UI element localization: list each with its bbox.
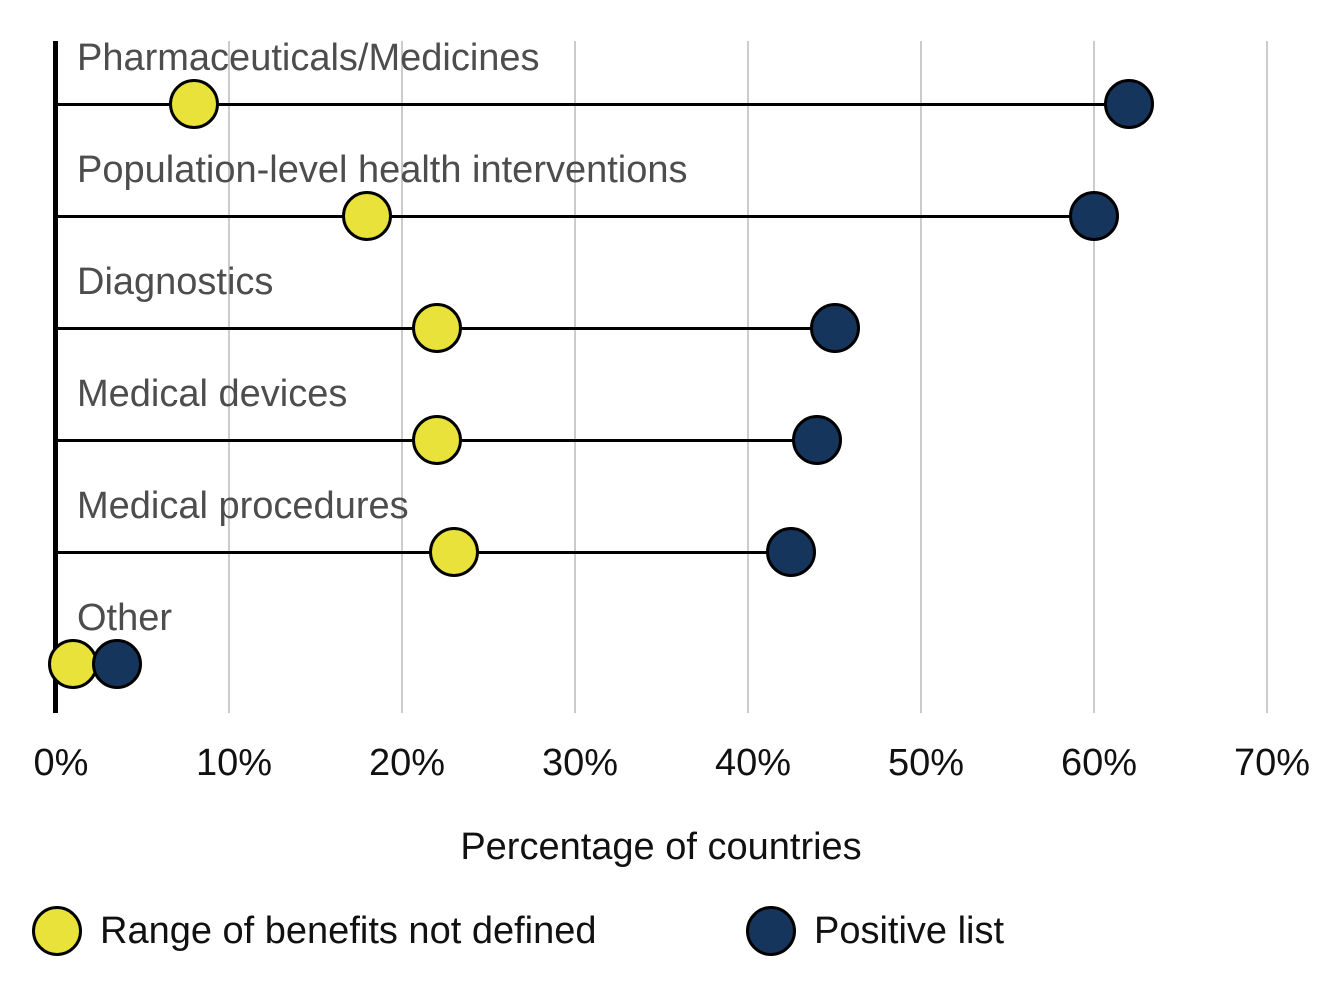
legend-label-positive-list: Positive list xyxy=(814,910,1005,952)
dot-positive-list xyxy=(792,415,843,465)
dot-not-defined xyxy=(169,79,220,129)
category-label: Medical devices xyxy=(77,373,348,415)
dot-not-defined xyxy=(428,527,479,577)
x-tick-label: 0% xyxy=(33,742,89,784)
gridline xyxy=(401,41,403,713)
category-label: Population-level health interventions xyxy=(77,149,688,191)
dot-positive-list xyxy=(766,527,817,577)
dot-not-defined xyxy=(411,415,462,465)
gridline xyxy=(747,41,749,713)
legend-swatch-positive-list xyxy=(746,906,796,956)
x-tick-label: 20% xyxy=(368,742,446,784)
gridline xyxy=(920,41,922,713)
connector-line xyxy=(56,214,1094,218)
dot-positive-list xyxy=(809,303,860,353)
dot-positive-list xyxy=(1069,191,1119,241)
category-label: Other xyxy=(77,597,173,639)
dot-not-defined xyxy=(342,191,393,241)
dot-positive-list xyxy=(91,639,142,689)
x-axis-title: Percentage of countries xyxy=(460,826,862,868)
gridline xyxy=(228,41,230,713)
gridline xyxy=(1093,41,1095,713)
x-tick-label: 10% xyxy=(195,742,273,784)
legend-swatch-not-defined xyxy=(32,906,82,956)
category-label: Diagnostics xyxy=(77,261,274,303)
category-label: Medical procedures xyxy=(77,485,409,527)
dot-not-defined xyxy=(48,639,99,689)
y-axis-line xyxy=(53,41,58,713)
connector-line xyxy=(56,102,1129,106)
x-tick-label: 40% xyxy=(714,742,792,784)
legend-label-not-defined: Range of benefits not defined xyxy=(100,910,597,952)
connector-line xyxy=(56,550,792,554)
gridline xyxy=(574,41,576,713)
dot-positive-list xyxy=(1103,79,1154,129)
gridline xyxy=(1266,41,1268,713)
x-tick-label: 50% xyxy=(887,742,965,784)
x-tick-label: 70% xyxy=(1233,742,1311,784)
category-label: Pharmaceuticals/Medicines xyxy=(77,37,540,79)
x-tick-label: 60% xyxy=(1060,742,1138,784)
x-tick-label: 30% xyxy=(541,742,619,784)
dot-not-defined xyxy=(411,303,462,353)
